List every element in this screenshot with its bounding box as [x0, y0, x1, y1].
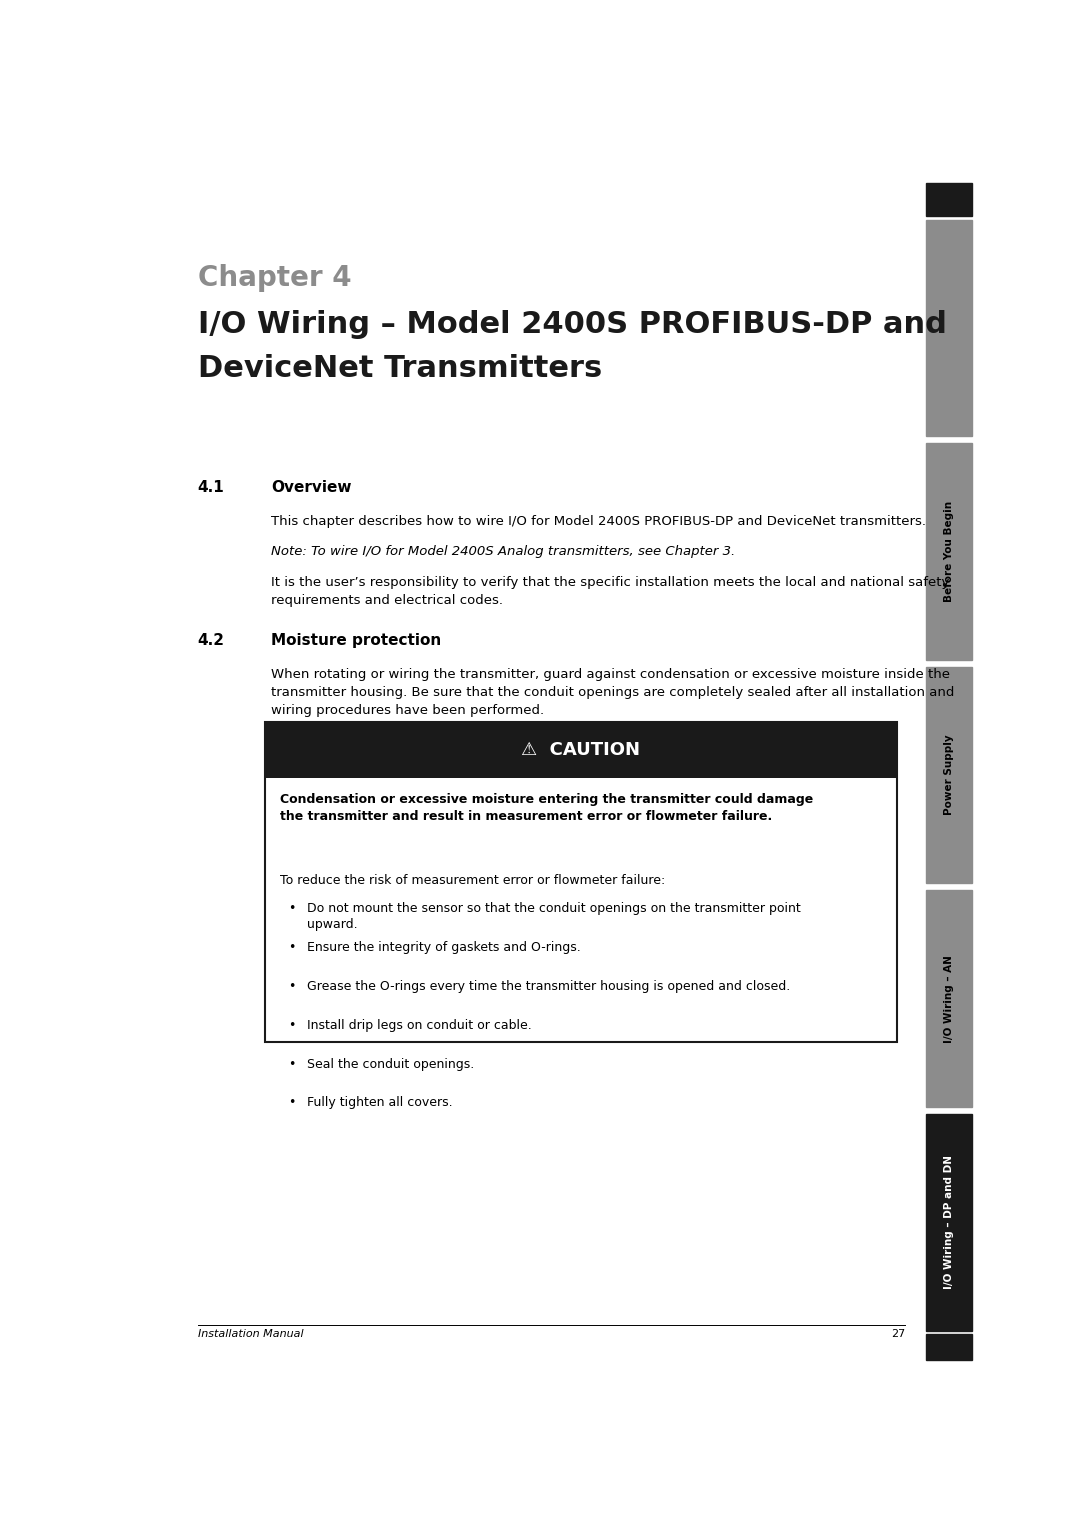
Text: Ensure the integrity of gaskets and O-rings.: Ensure the integrity of gaskets and O-ri… — [307, 941, 580, 953]
Text: This chapter describes how to wire I/O for Model 2400S PROFIBUS-DP and DeviceNet: This chapter describes how to wire I/O f… — [271, 515, 927, 529]
Text: Do not mount the sensor so that the conduit openings on the transmitter point
up: Do not mount the sensor so that the cond… — [307, 902, 800, 931]
Text: When rotating or wiring the transmitter, guard against condensation or excessive: When rotating or wiring the transmitter,… — [271, 668, 955, 717]
Bar — [926, 666, 972, 883]
Bar — [265, 723, 896, 1042]
Text: 4.2: 4.2 — [198, 633, 225, 648]
Text: Install drip legs on conduit or cable.: Install drip legs on conduit or cable. — [307, 1019, 531, 1031]
Text: Seal the conduit openings.: Seal the conduit openings. — [307, 1057, 474, 1071]
Bar — [926, 1334, 972, 1360]
Text: •: • — [288, 1057, 296, 1071]
Bar — [926, 891, 972, 1106]
Text: I/O Wiring – AN: I/O Wiring – AN — [944, 955, 954, 1042]
Text: Fully tighten all covers.: Fully tighten all covers. — [307, 1097, 453, 1109]
Text: •: • — [288, 979, 296, 993]
Text: 27: 27 — [891, 1329, 905, 1339]
Text: •: • — [288, 902, 296, 915]
Text: To reduce the risk of measurement error or flowmeter failure:: To reduce the risk of measurement error … — [280, 874, 665, 886]
Text: 4.1: 4.1 — [198, 480, 225, 495]
Text: Chapter 4: Chapter 4 — [198, 264, 351, 292]
Text: •: • — [288, 1019, 296, 1031]
Text: Note: To wire I/O for Model 2400S Analog transmitters, see Chapter 3.: Note: To wire I/O for Model 2400S Analog… — [271, 544, 735, 558]
Text: •: • — [288, 941, 296, 953]
Bar — [926, 443, 972, 660]
Text: Before You Begin: Before You Begin — [944, 501, 954, 602]
Text: Grease the O-rings every time the transmitter housing is opened and closed.: Grease the O-rings every time the transm… — [307, 979, 789, 993]
Bar — [926, 183, 972, 217]
Text: •: • — [288, 1097, 296, 1109]
Text: I/O Wiring – Model 2400S PROFIBUS-DP and: I/O Wiring – Model 2400S PROFIBUS-DP and — [198, 310, 947, 339]
Bar — [926, 220, 972, 437]
Text: Installation Manual: Installation Manual — [198, 1329, 303, 1339]
Text: Moisture protection: Moisture protection — [271, 633, 442, 648]
Text: ⚠  CAUTION: ⚠ CAUTION — [522, 741, 640, 759]
Text: I/O Wiring – DP and DN: I/O Wiring – DP and DN — [944, 1155, 954, 1290]
Text: Overview: Overview — [271, 480, 352, 495]
Text: DeviceNet Transmitters: DeviceNet Transmitters — [198, 354, 602, 384]
Text: Power Supply: Power Supply — [944, 735, 954, 816]
Text: It is the user’s responsibility to verify that the specific installation meets t: It is the user’s responsibility to verif… — [271, 576, 949, 607]
Bar — [926, 1114, 972, 1331]
Text: Condensation or excessive moisture entering the transmitter could damage
the tra: Condensation or excessive moisture enter… — [280, 793, 813, 822]
Bar — [265, 723, 896, 778]
